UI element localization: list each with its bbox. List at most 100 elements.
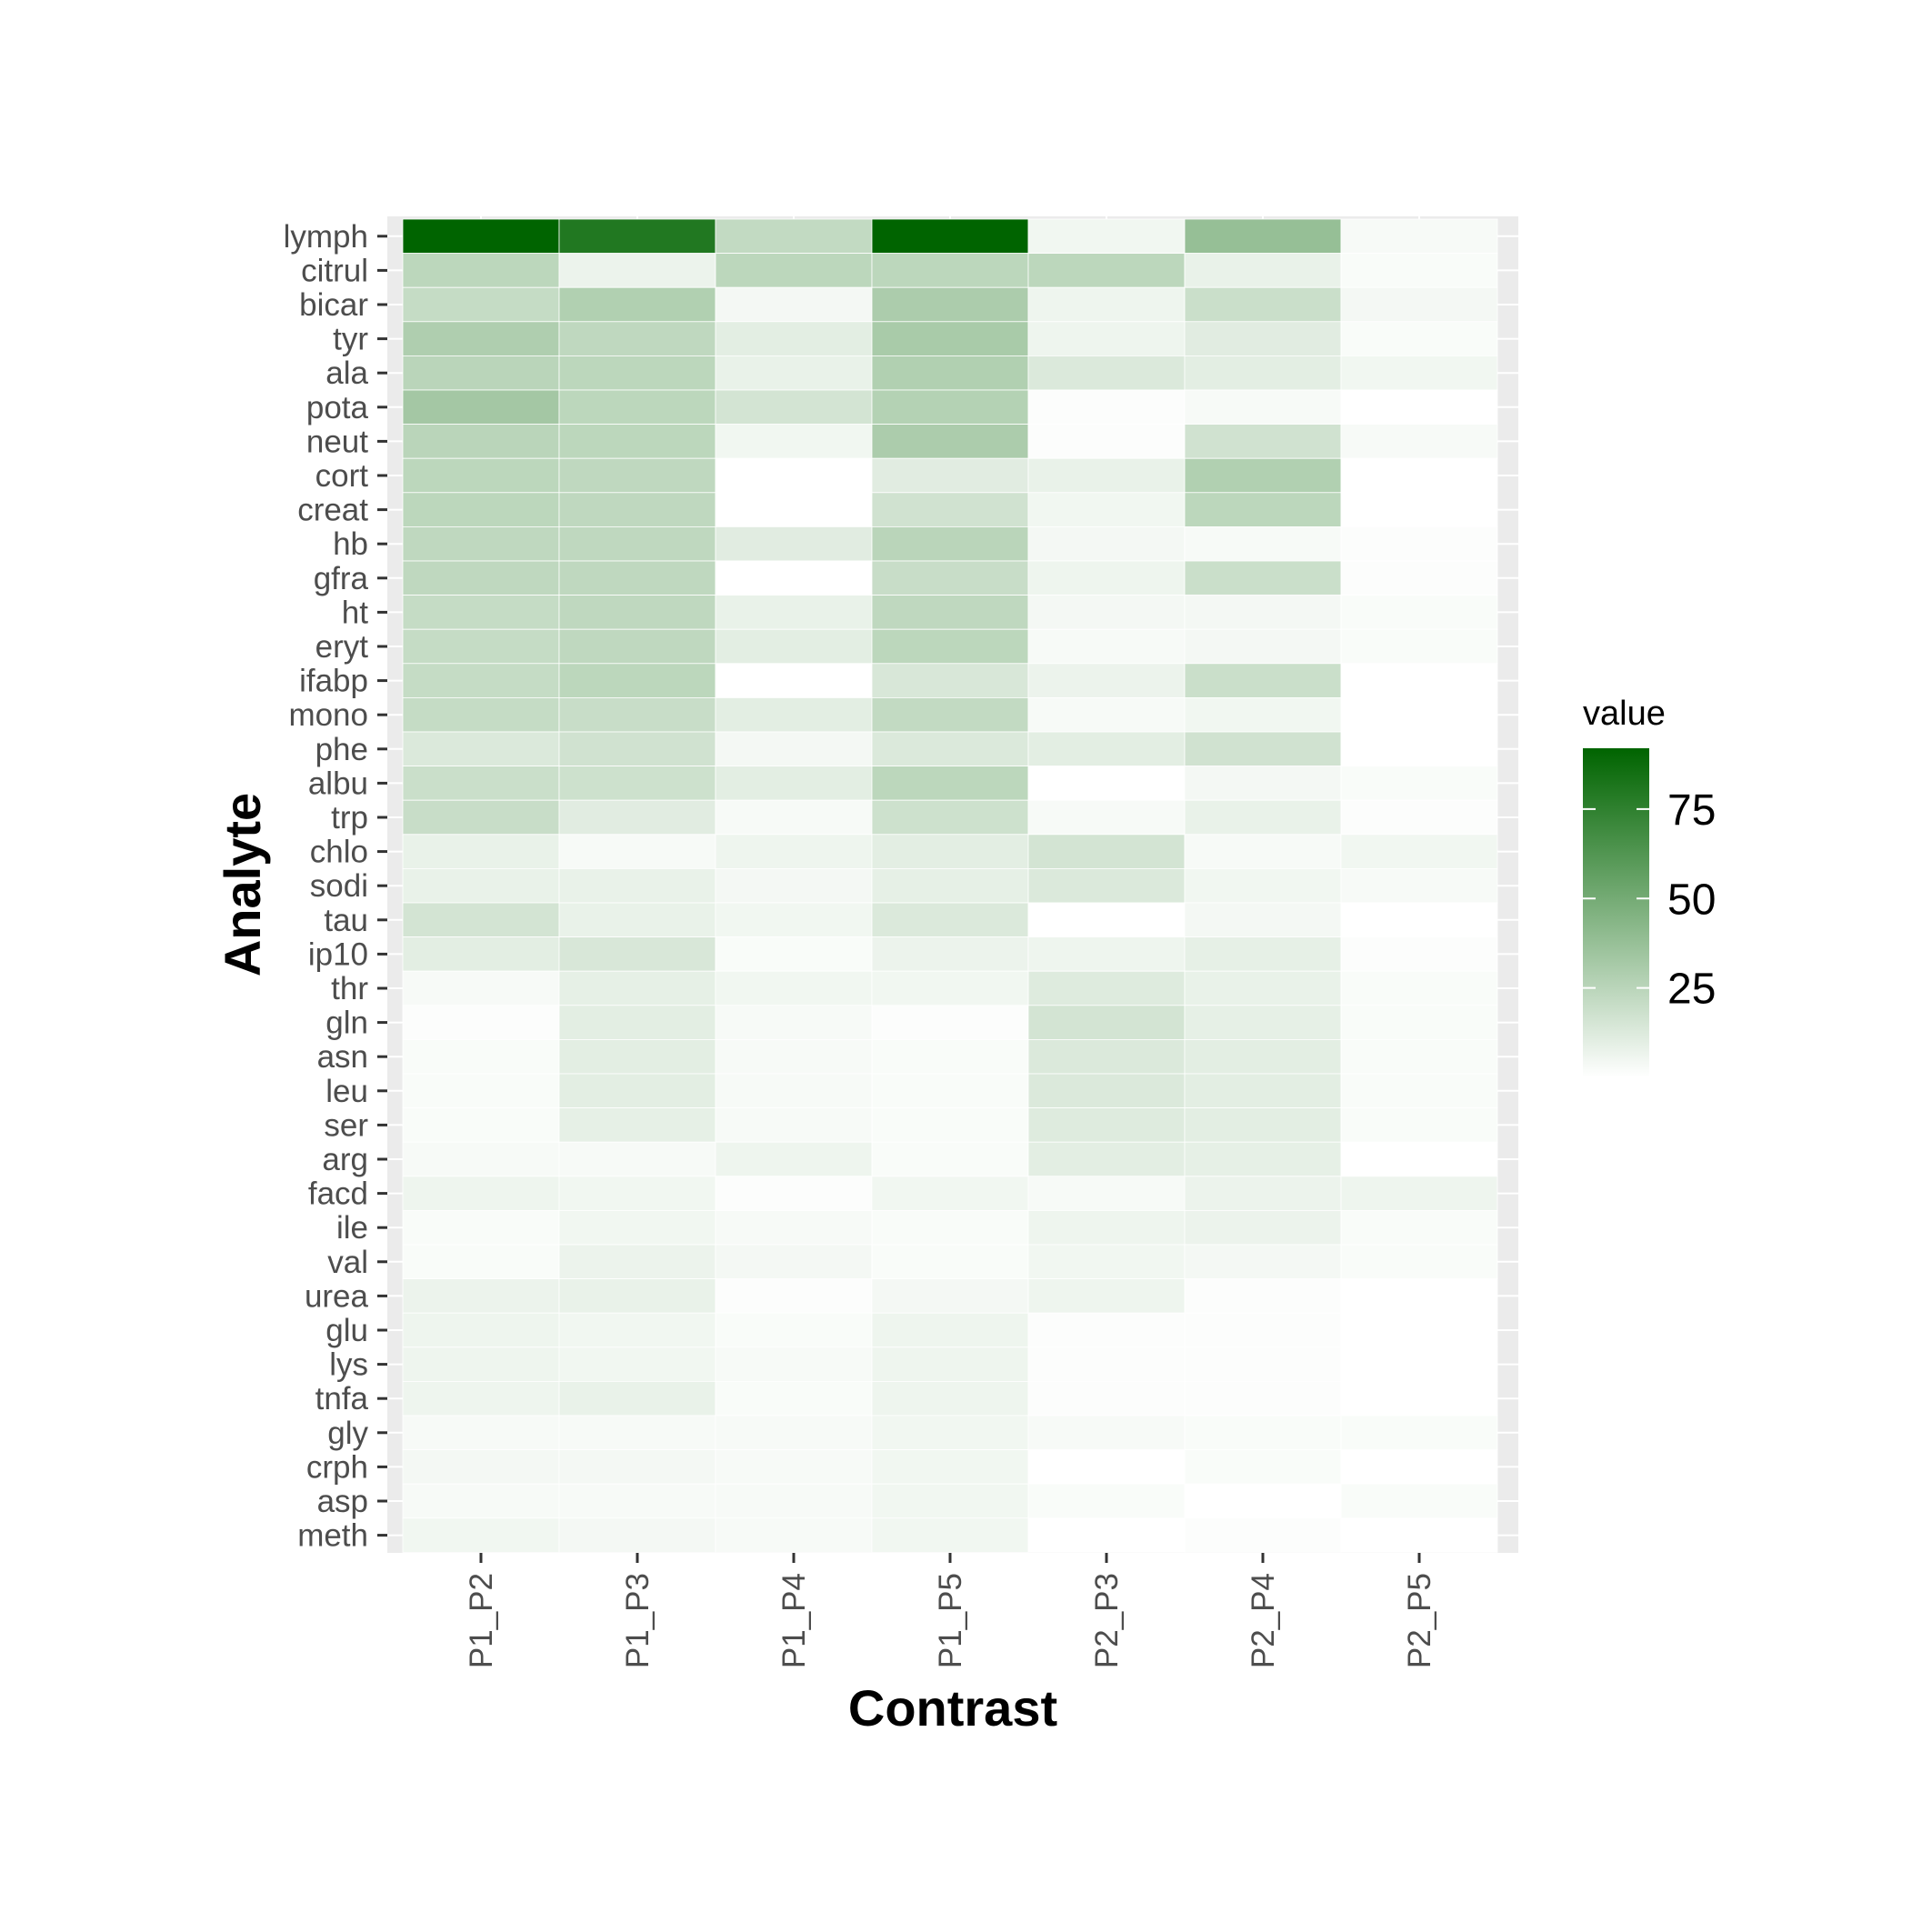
heatmap-cell <box>1340 253 1498 288</box>
heatmap-cell <box>1184 457 1342 494</box>
heatmap-cell <box>402 492 560 527</box>
heatmap-cell <box>558 595 716 630</box>
heatmap-cell <box>558 628 716 665</box>
heatmap-cell <box>871 424 1029 459</box>
heatmap-cell <box>1027 1381 1186 1416</box>
heatmap-cell <box>1027 1005 1186 1040</box>
heatmap-cell <box>1184 1005 1342 1040</box>
heatmap-cell <box>1184 355 1342 391</box>
heatmap-cell <box>1184 902 1342 937</box>
y-axis: lymphcitrulbicartyralapotaneutcortcreath… <box>284 219 387 1554</box>
colorbar-tick-label: 50 <box>1667 876 1716 924</box>
y-tick-label: tyr <box>333 322 368 357</box>
heatmap-cell <box>558 663 716 698</box>
heatmap-cell <box>871 1312 1029 1348</box>
heatmap-cell <box>1027 799 1186 836</box>
heatmap-cell <box>1184 799 1342 836</box>
heatmap-cell <box>1340 1073 1498 1108</box>
heatmap-cell <box>715 766 873 801</box>
y-tick-label: gly <box>327 1416 368 1451</box>
heatmap-cell <box>402 902 560 937</box>
heatmap-cell <box>715 1381 873 1416</box>
heatmap-cell <box>1184 1517 1342 1553</box>
heatmap-cell <box>402 1039 560 1075</box>
heatmap-cell <box>715 1244 873 1279</box>
heatmap-cell <box>558 834 716 869</box>
heatmap-cell <box>871 936 1029 972</box>
heatmap-cell <box>871 868 1029 904</box>
heatmap-cell <box>402 218 560 254</box>
heatmap-cell <box>558 253 716 288</box>
x-tick-label: P1_P3 <box>620 1573 656 1668</box>
heatmap-cell <box>715 902 873 937</box>
heatmap-cell <box>871 595 1029 630</box>
heatmap-cell <box>1184 1073 1342 1108</box>
heatmap-cell <box>1027 1073 1186 1108</box>
heatmap-cell <box>558 1176 716 1211</box>
heatmap-cell <box>1340 560 1498 596</box>
heatmap-cell <box>1340 321 1498 356</box>
heatmap-cell <box>402 286 560 323</box>
heatmap-cell <box>1340 526 1498 562</box>
heatmap-cell <box>715 389 873 425</box>
y-tick-label: tau <box>324 903 368 938</box>
heatmap-cell <box>1184 595 1342 630</box>
heatmap-cell <box>1027 595 1186 630</box>
y-tick-label: arg <box>322 1142 368 1177</box>
heatmap-cell <box>1027 697 1186 733</box>
x-tick-label: P2_P5 <box>1402 1573 1437 1668</box>
heatmap-cell <box>871 492 1029 527</box>
heatmap-cell <box>558 1278 716 1314</box>
heatmap-cell <box>715 628 873 665</box>
heatmap-cell <box>1340 1346 1498 1382</box>
heatmap-cell <box>402 697 560 733</box>
heatmap-cell <box>402 526 560 562</box>
y-tick-label: eryt <box>315 629 369 665</box>
heatmap-cell <box>558 766 716 801</box>
heatmap-cell <box>1027 970 1186 1006</box>
heatmap-cell <box>715 1483 873 1519</box>
heatmap-cell <box>871 321 1029 356</box>
y-tick-label: citrul <box>301 253 368 288</box>
heatmap-cell <box>558 492 716 527</box>
heatmap-cell <box>1340 731 1498 766</box>
y-tick-label: leu <box>325 1074 368 1109</box>
heatmap-cell <box>715 560 873 596</box>
heatmap-cell <box>402 1517 560 1553</box>
heatmap-cell <box>402 1415 560 1450</box>
heatmap-cell <box>715 1107 873 1143</box>
heatmap-cell <box>715 1415 873 1450</box>
heatmap-cell <box>715 595 873 630</box>
heatmap-cell <box>871 1517 1029 1553</box>
heatmap-cell <box>402 389 560 425</box>
heatmap-cell <box>1340 970 1498 1006</box>
heatmap-cell <box>558 1005 716 1040</box>
y-tick-label: urea <box>305 1278 369 1314</box>
heatmap-cell <box>1184 834 1342 869</box>
y-tick-label: phe <box>315 732 368 767</box>
y-tick-label: lymph <box>284 219 368 255</box>
y-tick-label: glu <box>325 1313 368 1348</box>
heatmap-cell <box>402 731 560 766</box>
heatmap-cell <box>1184 970 1342 1006</box>
heatmap-cell <box>402 970 560 1006</box>
heatmap-cell <box>1027 766 1186 801</box>
heatmap-cell <box>1184 492 1342 527</box>
heatmap-cell <box>1027 286 1186 323</box>
heatmap-cell <box>871 1449 1029 1485</box>
heatmap-cell <box>715 424 873 459</box>
heatmap-cell <box>1184 868 1342 904</box>
heatmap-cell <box>871 1483 1029 1519</box>
heatmap-cell <box>402 1073 560 1108</box>
heatmap-cell <box>715 218 873 254</box>
y-tick-label: ip10 <box>308 936 368 972</box>
heatmap-cell <box>558 560 716 596</box>
heatmap-cell <box>715 1449 873 1485</box>
heatmap-cell <box>1340 1483 1498 1519</box>
heatmap-cell <box>1184 253 1342 288</box>
heatmap-cell <box>1184 1381 1342 1416</box>
heatmap-cell <box>871 902 1029 937</box>
y-tick-label: chlo <box>310 835 368 870</box>
y-tick-label: gfra <box>314 561 369 596</box>
y-tick-label: ser <box>324 1107 368 1143</box>
